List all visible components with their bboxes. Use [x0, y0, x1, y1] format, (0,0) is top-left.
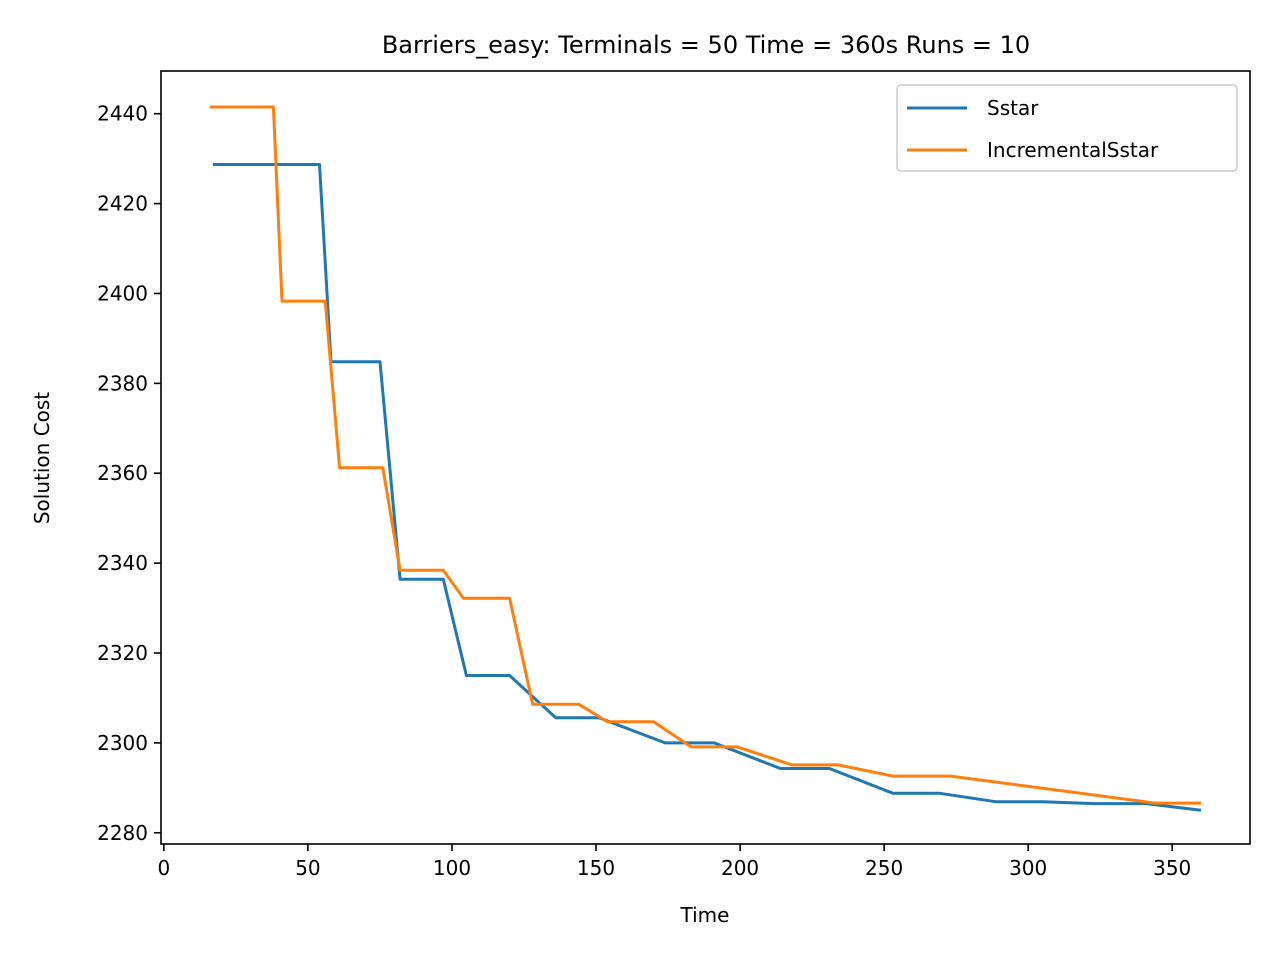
y-tick-label: 2380	[97, 371, 148, 395]
y-tick-label: 2300	[97, 731, 148, 755]
plot-frame	[160, 70, 1251, 845]
series-line-1	[210, 105, 1201, 805]
y-tick-label: 2360	[97, 461, 148, 485]
y-axis-label: Solution Cost	[30, 392, 54, 524]
series-lines	[210, 105, 1202, 812]
x-axis-ticks: 0 50 100 150 200 250 300 350	[158, 844, 1191, 880]
x-tick-label: 0	[158, 856, 171, 880]
x-tick-label: 100	[433, 856, 471, 880]
y-tick-label: 2400	[97, 281, 148, 305]
legend-label-0: Sstar	[987, 96, 1039, 120]
x-tick-label: 50	[295, 856, 320, 880]
legend-label-1: IncrementalSstar	[987, 138, 1159, 162]
y-tick-label: 2320	[97, 641, 148, 665]
x-tick-label: 200	[721, 856, 759, 880]
x-axis-label: Time	[680, 903, 730, 927]
y-axis-ticks: 2280 2300 2320 2340 2360 2380 2400 2420 2440	[97, 102, 161, 845]
y-tick-label: 2280	[97, 821, 148, 845]
x-tick-label: 150	[577, 856, 615, 880]
legend: Sstar IncrementalSstar	[896, 84, 1238, 172]
y-tick-label: 2420	[97, 192, 148, 216]
series-line-0	[212, 163, 1202, 812]
y-tick-label: 2440	[97, 102, 148, 126]
chart-title: Barriers_easy: Terminals = 50 Time = 360…	[382, 31, 1030, 59]
y-tick-label: 2340	[97, 551, 148, 575]
x-tick-label: 250	[865, 856, 903, 880]
x-tick-label: 350	[1153, 856, 1191, 880]
x-tick-label: 300	[1009, 856, 1047, 880]
legend-box	[896, 84, 1238, 172]
